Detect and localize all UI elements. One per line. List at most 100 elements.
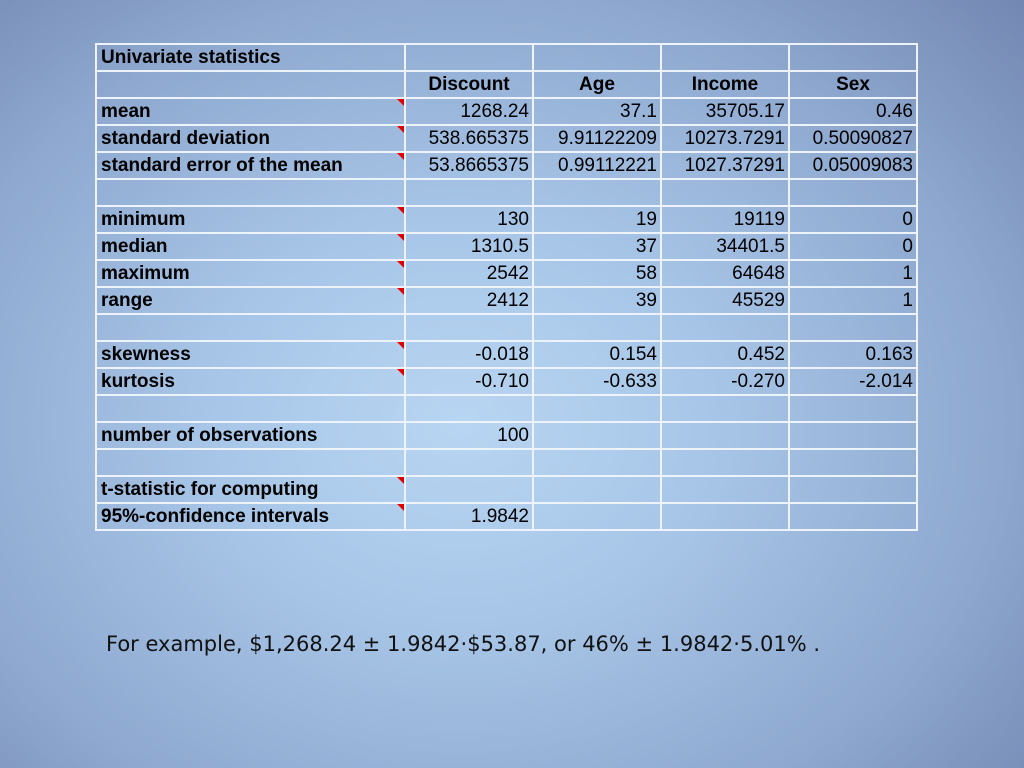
table-row: 95%-confidence intervals 1.9842 [95, 502, 918, 531]
cell-sex: -2.014 [788, 367, 918, 396]
empty-cell [660, 502, 790, 531]
cell-discount: 2412 [404, 286, 534, 315]
cell-income: -0.270 [660, 367, 790, 396]
cell-sex: 0.05009083 [788, 151, 918, 180]
column-header-row: Discount Age Income Sex [95, 70, 918, 99]
empty-cell [404, 43, 534, 72]
empty-cell [788, 313, 918, 342]
comment-indicator-icon[interactable] [397, 289, 403, 295]
spacer-row [95, 178, 918, 207]
row-label-text: 95%-confidence intervals [101, 506, 330, 527]
empty-cell [404, 178, 534, 207]
column-header-age: Age [532, 70, 662, 99]
table-row: mean 1268.24 37.1 35705.17 0.46 [95, 97, 918, 126]
cell-income: 34401.5 [660, 232, 790, 261]
empty-cell [788, 178, 918, 207]
cell-discount: -0.710 [404, 367, 534, 396]
row-label-minimum: minimum [95, 205, 406, 234]
empty-cell [660, 178, 790, 207]
empty-cell [788, 475, 918, 504]
row-label-text: mean [101, 101, 151, 122]
empty-cell [660, 421, 790, 450]
column-header-income: Income [660, 70, 790, 99]
table-row: kurtosis -0.710 -0.633 -0.270 -2.014 [95, 367, 918, 396]
empty-cell [788, 421, 918, 450]
table-row: range 2412 39 45529 1 [95, 286, 918, 315]
cell-age: -0.633 [532, 367, 662, 396]
table-row: maximum 2542 58 64648 1 [95, 259, 918, 288]
comment-indicator-icon[interactable] [397, 235, 403, 241]
cell-income: 64648 [660, 259, 790, 288]
empty-cell [660, 475, 790, 504]
cell-discount: 1310.5 [404, 232, 534, 261]
cell-sex: 1 [788, 259, 918, 288]
row-label-text: kurtosis [101, 371, 175, 392]
empty-cell [532, 178, 662, 207]
empty-cell [532, 502, 662, 531]
cell-age: 0.154 [532, 340, 662, 369]
empty-cell [532, 475, 662, 504]
comment-indicator-icon[interactable] [397, 478, 403, 484]
cell-discount: 130 [404, 205, 534, 234]
cell-age: 0.99112221 [532, 151, 662, 180]
empty-cell [404, 394, 534, 423]
column-header-discount: Discount [404, 70, 534, 99]
empty-cell [404, 313, 534, 342]
row-label-text: standard error of the mean [101, 155, 343, 176]
row-label-text: standard deviation [101, 128, 270, 149]
empty-cell [95, 70, 406, 99]
empty-cell [532, 421, 662, 450]
cell-age: 39 [532, 286, 662, 315]
empty-cell [788, 448, 918, 477]
empty-cell [532, 313, 662, 342]
comment-indicator-icon[interactable] [397, 100, 403, 106]
empty-cell [532, 394, 662, 423]
empty-cell [660, 394, 790, 423]
cell-income: 10273.7291 [660, 124, 790, 153]
table-title: Univariate statistics [95, 43, 406, 72]
comment-indicator-icon[interactable] [397, 262, 403, 268]
cell-discount: 53.8665375 [404, 151, 534, 180]
comment-indicator-icon[interactable] [397, 154, 403, 160]
empty-cell [532, 448, 662, 477]
row-label-median: median [95, 232, 406, 261]
row-label-standard-error: standard error of the mean [95, 151, 406, 180]
empty-cell [660, 313, 790, 342]
cell-age: 58 [532, 259, 662, 288]
comment-indicator-icon[interactable] [397, 370, 403, 376]
comment-indicator-icon[interactable] [397, 208, 403, 214]
table-row: minimum 130 19 19119 0 [95, 205, 918, 234]
row-label-text: skewness [101, 344, 191, 365]
row-label-text: t-statistic for computing [101, 479, 319, 500]
comment-indicator-icon[interactable] [397, 343, 403, 349]
row-label-confidence-intervals: 95%-confidence intervals [95, 502, 406, 531]
table-row: standard deviation 538.665375 9.91122209… [95, 124, 918, 153]
empty-cell [788, 394, 918, 423]
empty-cell [95, 448, 406, 477]
cell-income: 35705.17 [660, 97, 790, 126]
row-label-t-statistic: t-statistic for computing [95, 475, 406, 504]
empty-cell [788, 43, 918, 72]
cell-income: 19119 [660, 205, 790, 234]
cell-age: 37.1 [532, 97, 662, 126]
cell-sex: 1 [788, 286, 918, 315]
cell-discount: 538.665375 [404, 124, 534, 153]
comment-indicator-icon[interactable] [397, 505, 403, 511]
empty-cell [95, 178, 406, 207]
cell-sex: 0 [788, 205, 918, 234]
cell-age: 9.91122209 [532, 124, 662, 153]
comment-indicator-icon[interactable] [397, 127, 403, 133]
row-label-number-of-observations: number of observations [95, 421, 406, 450]
row-label-range: range [95, 286, 406, 315]
cell-income: 1027.37291 [660, 151, 790, 180]
univariate-statistics-table: Univariate statistics Discount Age Incom… [95, 43, 918, 531]
empty-cell [532, 43, 662, 72]
table-title-row: Univariate statistics [95, 43, 918, 72]
empty-cell [660, 43, 790, 72]
empty-cell [404, 475, 534, 504]
row-label-text: range [101, 290, 153, 311]
spacer-row [95, 448, 918, 477]
cell-age: 19 [532, 205, 662, 234]
column-header-sex: Sex [788, 70, 918, 99]
cell-sex: 0.46 [788, 97, 918, 126]
